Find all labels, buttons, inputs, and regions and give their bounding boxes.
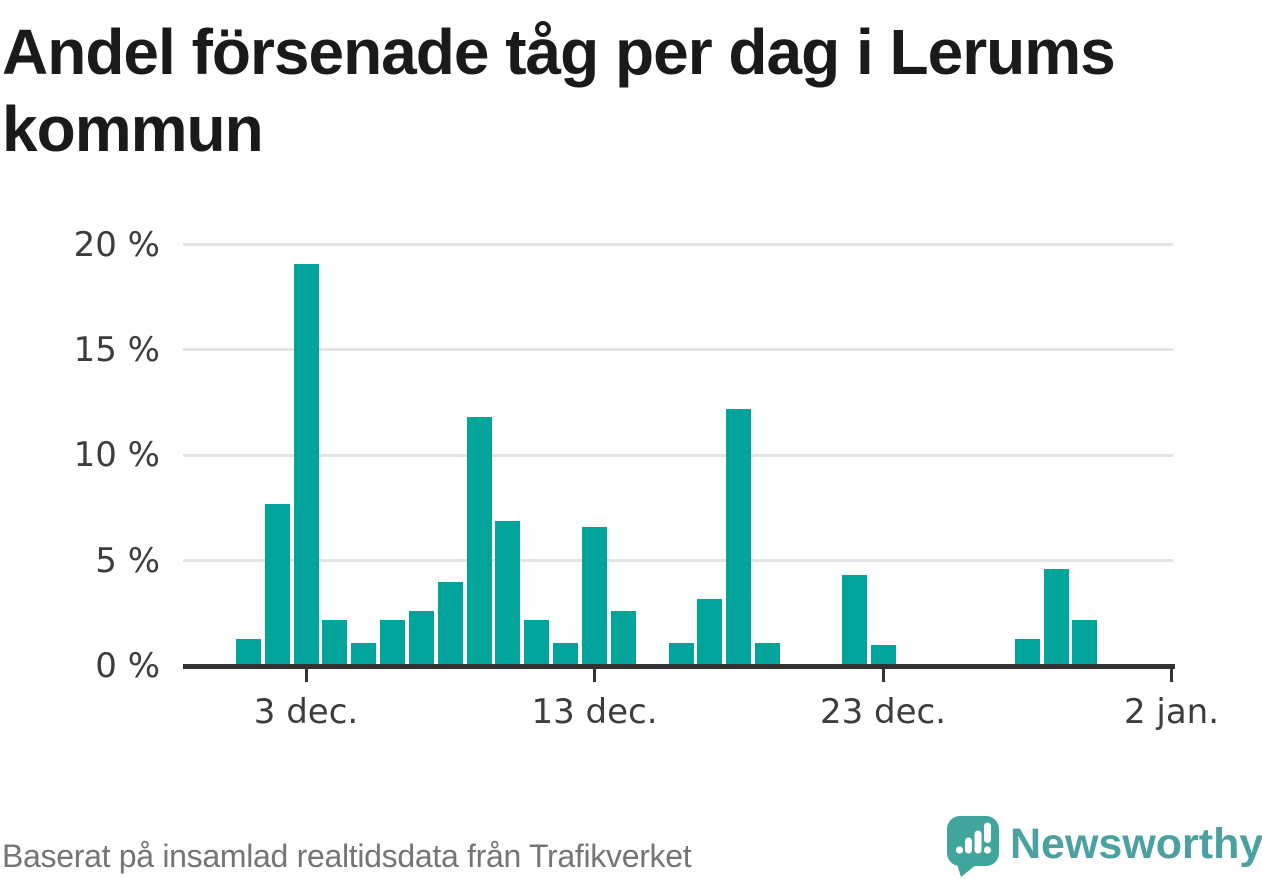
newsworthy-wordmark: Newsworthy bbox=[1010, 820, 1262, 868]
bar-10dec bbox=[495, 520, 521, 666]
bar-6dec bbox=[380, 619, 406, 666]
bar-7dec bbox=[408, 611, 434, 666]
source-note: Baserat på insamlad realtidsdata från Tr… bbox=[2, 838, 692, 874]
bar-2dec bbox=[264, 503, 290, 666]
x-axis-label: 23 dec. bbox=[819, 692, 947, 732]
y-axis-label: 15 % bbox=[73, 329, 160, 370]
x-axis-line bbox=[183, 663, 1175, 669]
bar-29dec bbox=[1043, 569, 1069, 666]
bar-23dec bbox=[870, 644, 896, 666]
gridline-15-pct bbox=[183, 348, 1173, 352]
bar-13dec bbox=[582, 526, 607, 666]
bar-22dec bbox=[841, 575, 867, 666]
x-axis-tick bbox=[881, 668, 885, 682]
bar-11dec bbox=[524, 619, 550, 666]
chart-title: Andel försenade tåg per dag i Lerums kom… bbox=[2, 16, 1116, 165]
bar-5dec bbox=[351, 642, 377, 666]
x-axis-label: 13 dec. bbox=[531, 692, 658, 732]
bar-8dec bbox=[437, 581, 463, 666]
bar-9dec bbox=[466, 417, 492, 666]
x-axis-tick bbox=[304, 668, 308, 682]
y-axis-label: 5 % bbox=[95, 540, 160, 581]
y-axis-label: 0 % bbox=[95, 646, 160, 686]
bar-4dec bbox=[322, 619, 348, 666]
x-axis-label: 2 jan. bbox=[1123, 692, 1220, 732]
bar-1dec bbox=[235, 638, 261, 666]
y-axis-label: 20 % bbox=[73, 224, 160, 265]
bar-3dec bbox=[293, 263, 319, 666]
bar-28dec bbox=[1014, 638, 1040, 666]
bar-18dec bbox=[726, 408, 752, 666]
x-axis-tick bbox=[593, 668, 596, 682]
newsworthy-speech-bubble-bar-chart-icon bbox=[946, 816, 1000, 879]
bar-19dec bbox=[755, 642, 781, 666]
gridline-10-pct bbox=[183, 453, 1173, 457]
x-axis-label: 3 dec. bbox=[253, 692, 359, 732]
bar-12dec bbox=[553, 642, 579, 666]
newsworthy-logo: Newsworthy bbox=[946, 814, 1262, 878]
bar-17dec bbox=[697, 598, 723, 666]
bar-14dec bbox=[610, 611, 636, 666]
x-axis-tick bbox=[1170, 668, 1173, 682]
gridline-5-pct bbox=[183, 559, 1173, 563]
bar-30dec bbox=[1072, 619, 1098, 666]
gridline-20-pct bbox=[183, 243, 1173, 247]
y-axis-label: 10 % bbox=[73, 435, 160, 476]
bar-16dec bbox=[668, 642, 694, 666]
